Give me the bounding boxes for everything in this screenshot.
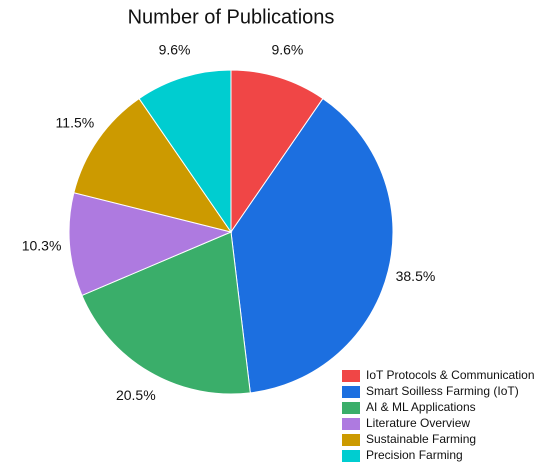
pie-slice [73,97,233,233]
legend-label: IoT Protocols & Communication [366,368,535,382]
legend-swatch [342,402,360,414]
value-label: 38.5% [396,268,436,284]
pie-slice [230,97,394,394]
legend-label: AI & ML Applications [366,400,476,414]
legend-swatch [342,386,360,398]
value-label: 11.5% [56,114,95,130]
legend-swatch [342,418,360,430]
value-label: 20.5% [116,387,156,403]
legend-label: Smart Soilless Farming (IoT) [366,384,519,398]
legend-swatch [342,450,360,462]
chart-title: Number of Publications [128,6,335,28]
legend-label: Literature Overview [366,416,470,430]
value-label: 10.3% [22,238,62,254]
pie-slice [230,69,324,234]
legend-label: Sustainable Farming [366,432,476,446]
legend-swatch [342,370,360,382]
pie-slice [68,192,233,297]
value-label: 9.6% [271,41,303,57]
value-label: 9.6% [159,41,191,57]
legend-swatch [342,434,360,446]
pie-slice [81,231,251,395]
pie-slice [138,69,232,234]
legend-label: Precision Farming [366,448,463,462]
